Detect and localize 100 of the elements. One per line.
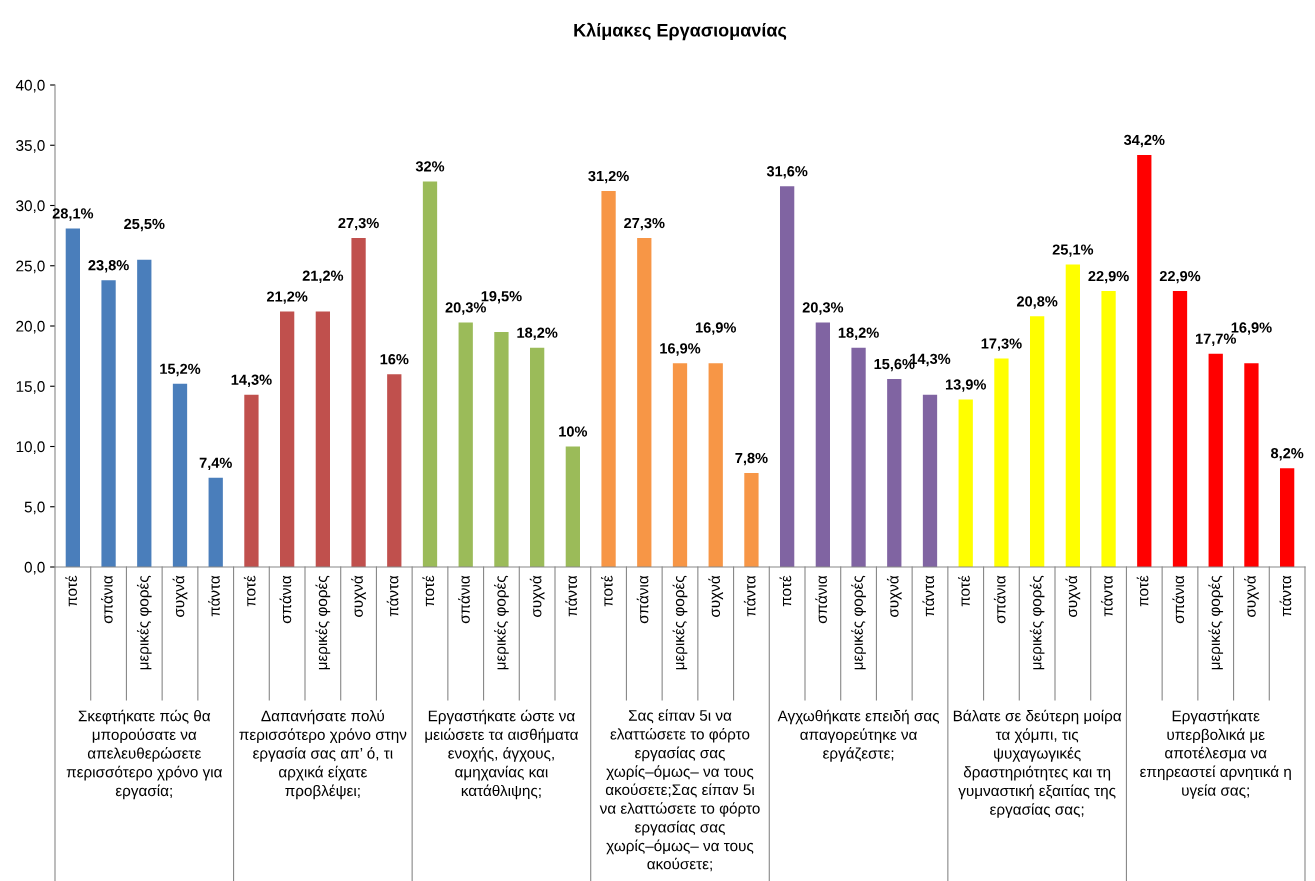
- x-tick-label: πάντα: [1279, 575, 1292, 617]
- bar: [244, 394, 259, 567]
- bar: [65, 228, 80, 567]
- x-tick-label: συχνά: [351, 575, 366, 617]
- x-tick-label: μερικές φορές: [136, 575, 152, 670]
- x-tick-label: συχνά: [529, 575, 545, 617]
- data-label: 20,8%: [1016, 296, 1058, 309]
- y-tick-label: 35,0: [16, 140, 45, 153]
- data-label: 7,4%: [199, 457, 232, 471]
- y-tick-label: 10,0: [16, 441, 45, 454]
- data-label: 22,9%: [1159, 270, 1201, 284]
- data-label: 15,2%: [160, 363, 201, 377]
- data-label: 27,3%: [338, 217, 379, 231]
- x-tick-label: ποτέ: [422, 575, 435, 607]
- data-label: 17,7%: [1195, 333, 1237, 346]
- data-label: 21,2%: [302, 270, 344, 283]
- data-label: 23,8%: [88, 260, 129, 273]
- bar: [137, 259, 152, 567]
- data-label: 18,2%: [517, 327, 558, 340]
- x-tick-label: σπάνια: [815, 575, 827, 624]
- x-tick-label: ποτέ: [601, 575, 613, 607]
- x-tick-label: μερικές φορές: [1208, 575, 1224, 670]
- x-tick-label: συχνά: [1065, 575, 1081, 617]
- bar: [101, 280, 116, 567]
- data-label: 28,1%: [52, 208, 94, 221]
- data-label: 22,9%: [1088, 270, 1129, 284]
- text: Αγχωθήκατε επειδή σας απαγορεύτηκε να εργάζεστε;: [777, 709, 940, 762]
- x-tick-label: σπάνια: [279, 575, 292, 624]
- x-tick-label: ποτέ: [779, 575, 792, 607]
- bar: [851, 347, 866, 567]
- x-tick-label: ποτέ: [958, 575, 970, 607]
- bar: [1172, 291, 1188, 567]
- y-tick-label: 30,0: [16, 200, 45, 213]
- data-label: 21,2%: [266, 291, 308, 304]
- bar: [1244, 363, 1259, 567]
- x-tick-label: πάντα: [743, 575, 756, 617]
- bar: [208, 477, 223, 567]
- bar: [530, 347, 545, 567]
- x-tick-label: σπάνια: [101, 575, 113, 624]
- bar: [387, 374, 402, 567]
- data-label: 16,9%: [660, 343, 701, 356]
- x-tick-label: συχνά: [172, 575, 188, 617]
- bar: [637, 238, 652, 567]
- bar: [565, 446, 580, 567]
- bar: [780, 186, 795, 567]
- x-tick-label: σπάνια: [1172, 575, 1185, 624]
- data-label: 18,2%: [838, 327, 879, 340]
- x-tick-label: ποτέ: [243, 575, 256, 607]
- bar: [1030, 316, 1045, 567]
- data-label: 27,3%: [624, 217, 665, 231]
- text: Εργαστήκατε υπερβολικά με αποτέλεσμα να επηρεαστεί αρνητικά η υγεία σας;: [1140, 709, 1291, 799]
- data-label: 31,2%: [588, 170, 629, 184]
- bar: [1065, 264, 1080, 567]
- bar: [1208, 353, 1223, 567]
- bar: [601, 191, 616, 567]
- bar: [351, 238, 366, 567]
- bar: [458, 322, 473, 567]
- x-tick-label: πάντα: [386, 575, 399, 617]
- x-tick-label: σπάνια: [458, 575, 470, 624]
- data-label: 20,3%: [802, 302, 844, 315]
- data-label: 16%: [380, 354, 409, 365]
- bar: [708, 363, 723, 567]
- bar: [280, 311, 295, 567]
- text: Εργαστήκατε ώστε να μειώσετε τα αισθήματα ενοχής, άγχους, αμηχανίας και κατάθλιψης;: [425, 709, 579, 800]
- x-tick-label: πάντα: [208, 575, 220, 617]
- x-tick-label: σπάνια: [993, 575, 1006, 624]
- bar: [922, 394, 938, 567]
- x-tick-label: ποτέ: [65, 575, 77, 607]
- bar: [315, 311, 330, 567]
- text: Σας είπαν 5ι να ελαττώσετε το φόρτο εργασίας σας χωρίς–όμως– να τους ακούσετε;Σας είπαν 5ι να ελαττώσετε το φόρτο εργασίας σας χωρίς–όμως– να τους ακούσετε;: [599, 709, 760, 872]
- data-label: 16,9%: [1231, 322, 1272, 335]
- x-tick-label: πάντα: [565, 575, 577, 617]
- x-tick-label: μερικές φορές: [672, 575, 688, 670]
- x-tick-label: σπάνια: [636, 575, 649, 624]
- x-tick-label: πάντα: [922, 575, 935, 617]
- bar: [1137, 154, 1152, 567]
- y-tick-label: 25,0: [16, 260, 45, 274]
- data-label: 14,3%: [231, 374, 272, 387]
- x-tick-label: συχνά: [708, 575, 724, 617]
- x-tick-label: μερικές φορές: [851, 575, 866, 670]
- bar: [744, 473, 759, 567]
- y-tick-label: 0,0: [24, 561, 45, 575]
- x-tick-label: πάντα: [1101, 575, 1113, 617]
- x-tick-label: μερικές φορές: [494, 575, 509, 670]
- x-tick-label: συχνά: [886, 575, 902, 617]
- data-label: 34,2%: [1123, 134, 1165, 148]
- data-label: 19,5%: [481, 291, 522, 304]
- x-tick-label: ποτέ: [1136, 575, 1149, 607]
- data-label: 25,5%: [124, 218, 165, 232]
- text: Βάλατε σε δεύτερη μοίρα τα χόμπι, τις ψυχαγωγικές δραστηριότητες και τη γυμναστική εξαιτίας της εργασίας σας;: [953, 709, 1122, 818]
- bar: [172, 383, 188, 567]
- data-label: 32%: [415, 161, 445, 172]
- data-label: 17,3%: [981, 338, 1022, 351]
- bar: [494, 332, 509, 567]
- y-tick-label: 5,0: [24, 501, 45, 515]
- y-tick-label: 40,0: [15, 79, 45, 93]
- data-label: 25,1%: [1052, 244, 1094, 257]
- text: Σκεφτήκατε πώς θα μπορούσατε να απελευθερώσετε περισσότερο χρόνο για εργασία;: [66, 709, 222, 800]
- y-tick-label: 20,0: [16, 320, 45, 334]
- bar: [422, 181, 438, 567]
